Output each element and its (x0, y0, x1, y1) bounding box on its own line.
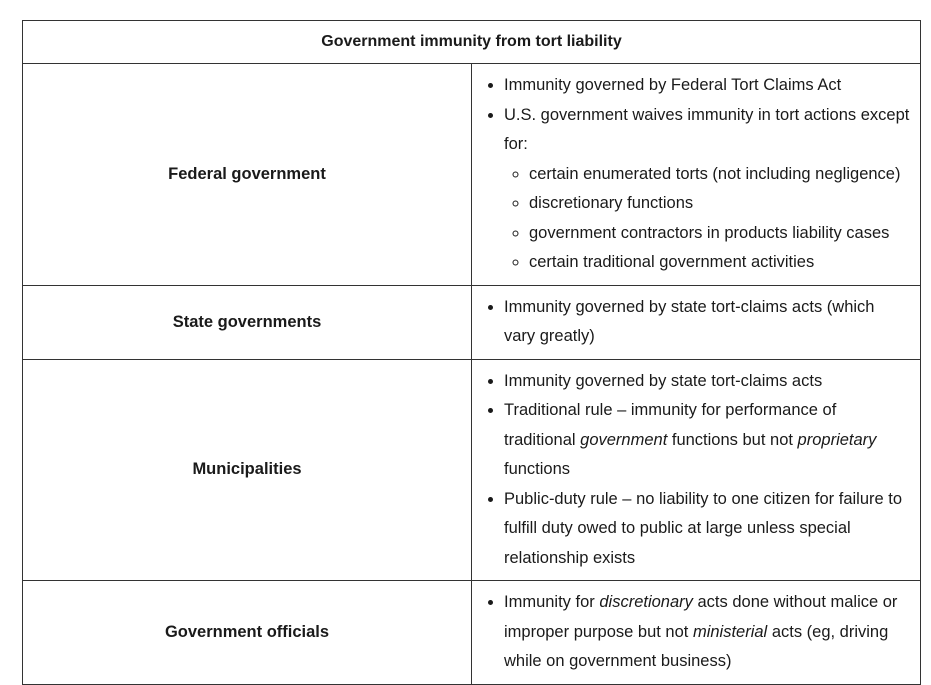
list-item: Immunity governed by state tort-claims a… (504, 293, 910, 352)
sub-list-item: certain traditional government activitie… (529, 248, 910, 278)
emphasis-ministerial: ministerial (692, 622, 768, 641)
row-content-municipalities: Immunity governed by state tort-claims a… (471, 358, 921, 581)
sub-list-item: certain enumerated torts (not including … (529, 160, 910, 190)
list-item-text: U.S. government waives immunity in tort … (504, 105, 910, 154)
row-content-federal: Immunity governed by Federal Tort Claims… (471, 63, 921, 286)
emphasis-proprietary: proprietary (797, 430, 877, 449)
emphasis-government: government (580, 430, 668, 449)
text-run: functions but not (667, 430, 798, 449)
bullet-list: Immunity for discretionary acts done wit… (472, 588, 910, 677)
bullet-list: Immunity governed by state tort-claims a… (472, 367, 910, 574)
bullet-list: Immunity governed by Federal Tort Claims… (472, 71, 910, 278)
table-title: Government immunity from tort liability (22, 20, 921, 64)
sub-list-item: government contractors in products liabi… (529, 219, 910, 249)
text-run: functions (504, 460, 571, 478)
table-row: State governments Immunity governed by s… (22, 284, 921, 360)
text-run: Traditional rule – immunity for performa… (504, 401, 837, 449)
list-item: U.S. government waives immunity in tort … (504, 101, 910, 278)
emphasis-discretionary: discretionary (599, 593, 693, 611)
list-item: Traditional rule – immunity for performa… (504, 396, 910, 485)
row-label-officials: Government officials (22, 580, 472, 685)
sub-bullet-list: certain enumerated torts (not including … (504, 160, 910, 278)
table-header-row: Government immunity from tort liability (22, 20, 921, 64)
list-item: Public-duty rule – no liability to one c… (504, 485, 910, 574)
list-item: Immunity governed by state tort-claims a… (504, 367, 910, 397)
text-run: Immunity for (504, 593, 600, 611)
row-label-municipalities: Municipalities (22, 358, 472, 581)
table-row: Federal government Immunity governed by … (22, 63, 921, 286)
bullet-list: Immunity governed by state tort-claims a… (472, 293, 910, 352)
row-content-officials: Immunity for discretionary acts done wit… (471, 580, 921, 685)
list-item: Immunity governed by Federal Tort Claims… (504, 71, 910, 101)
row-label-state: State governments (22, 284, 472, 360)
sub-list-item: discretionary functions (529, 189, 910, 219)
list-item: Immunity for discretionary acts done wit… (504, 588, 910, 677)
immunity-table: Government immunity from tort liability … (22, 20, 921, 685)
row-label-federal: Federal government (22, 63, 472, 286)
table-row: Government officials Immunity for discre… (22, 580, 921, 685)
table-row: Municipalities Immunity governed by stat… (22, 358, 921, 581)
row-content-state: Immunity governed by state tort-claims a… (471, 284, 921, 360)
